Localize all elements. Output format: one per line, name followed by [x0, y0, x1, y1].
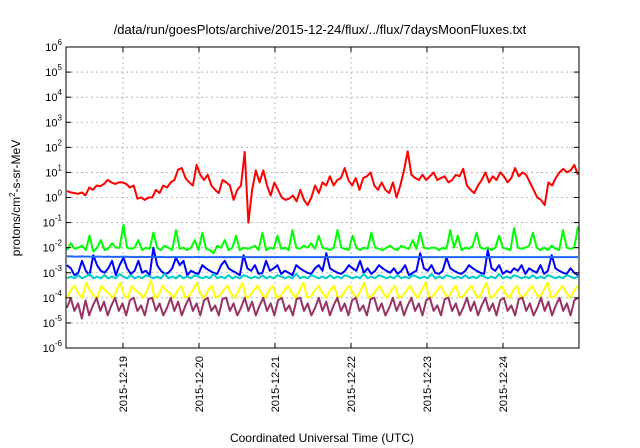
y-tick-base: 10 [43, 318, 55, 330]
y-tick-label: 102 [45, 138, 62, 154]
y-tick-label: 104 [45, 88, 62, 104]
series-line-6 [66, 279, 579, 299]
y-tick-label: 101 [45, 163, 62, 179]
y-tick-exponent: -3 [55, 264, 63, 273]
x-tick-label: 2015-12-24 [498, 356, 510, 412]
series-line-2 [66, 224, 579, 255]
y-tick-base: 10 [45, 193, 57, 205]
y-label-superscript: 2 [8, 192, 17, 197]
y-tick-base: 10 [45, 42, 57, 54]
y-tick-base: 10 [43, 268, 55, 280]
y-tick-label: 10-5 [43, 314, 63, 330]
x-axis-label: Coordinated Universal Time (UTC) [230, 431, 414, 445]
y-tick-label: 106 [45, 38, 62, 54]
x-tick-label: 2015-12-20 [194, 356, 206, 412]
y-tick-label: 105 [45, 63, 62, 79]
x-tick-label: 2015-12-19 [118, 356, 130, 412]
y-label-part-2: -s-sr-MeV [9, 140, 23, 193]
y-tick-label: 103 [45, 113, 62, 129]
y-tick-exponent: 5 [58, 63, 63, 72]
y-tick-exponent: 6 [58, 38, 63, 47]
series-group [66, 150, 579, 320]
y-tick-exponent: 4 [58, 88, 63, 97]
y-tick-label: 10-3 [43, 264, 63, 280]
y-axis-ticks: 10610510410310210110010-110-210-310-410-… [43, 38, 579, 355]
y-label-part-1: protons/cm [9, 197, 23, 256]
y-tick-base: 10 [43, 293, 55, 305]
y-tick-exponent: -2 [55, 239, 63, 248]
y-axis-label: protons/cm2-s-sr-MeV [8, 140, 23, 256]
y-tick-label: 10-4 [43, 289, 63, 305]
y-tick-exponent: -1 [55, 214, 63, 223]
series-line-3 [66, 246, 579, 277]
y-tick-base: 10 [45, 117, 57, 129]
y-tick-base: 10 [45, 167, 57, 179]
y-tick-exponent: 0 [58, 189, 63, 198]
y-tick-base: 10 [45, 142, 57, 154]
y-tick-label: 10-1 [43, 214, 63, 230]
y-tick-exponent: 2 [58, 138, 63, 147]
series-line-5 [67, 255, 578, 259]
x-tick-label: 2015-12-21 [270, 356, 282, 412]
y-tick-label: 10-2 [43, 239, 63, 255]
y-tick-label: 10-6 [43, 339, 63, 355]
y-tick-base: 10 [43, 243, 55, 255]
y-tick-exponent: -4 [55, 289, 63, 298]
y-tick-exponent: 3 [58, 113, 63, 122]
y-tick-exponent: -6 [55, 339, 63, 348]
y-tick-base: 10 [45, 92, 57, 104]
y-tick-exponent: 1 [58, 163, 63, 172]
series-line-4 [66, 272, 579, 280]
chart-title: /data/run/goesPlots/archive/2015-12-24/f… [114, 22, 527, 37]
y-tick-base: 10 [45, 67, 57, 79]
series-line-1 [66, 150, 579, 224]
y-tick-base: 10 [43, 343, 55, 355]
series-line-7 [66, 296, 579, 320]
x-axis-ticks: 2015-12-19 2015-12-20 2015-12-21 2015-12-22… [118, 47, 510, 412]
x-tick-label: 2015-12-22 [346, 356, 358, 412]
x-tick-label: 2015-12-23 [422, 356, 434, 412]
y-tick-base: 10 [43, 218, 55, 230]
y-tick-exponent: -5 [55, 314, 63, 323]
y-tick-label: 100 [45, 189, 62, 205]
grid [66, 46, 579, 349]
